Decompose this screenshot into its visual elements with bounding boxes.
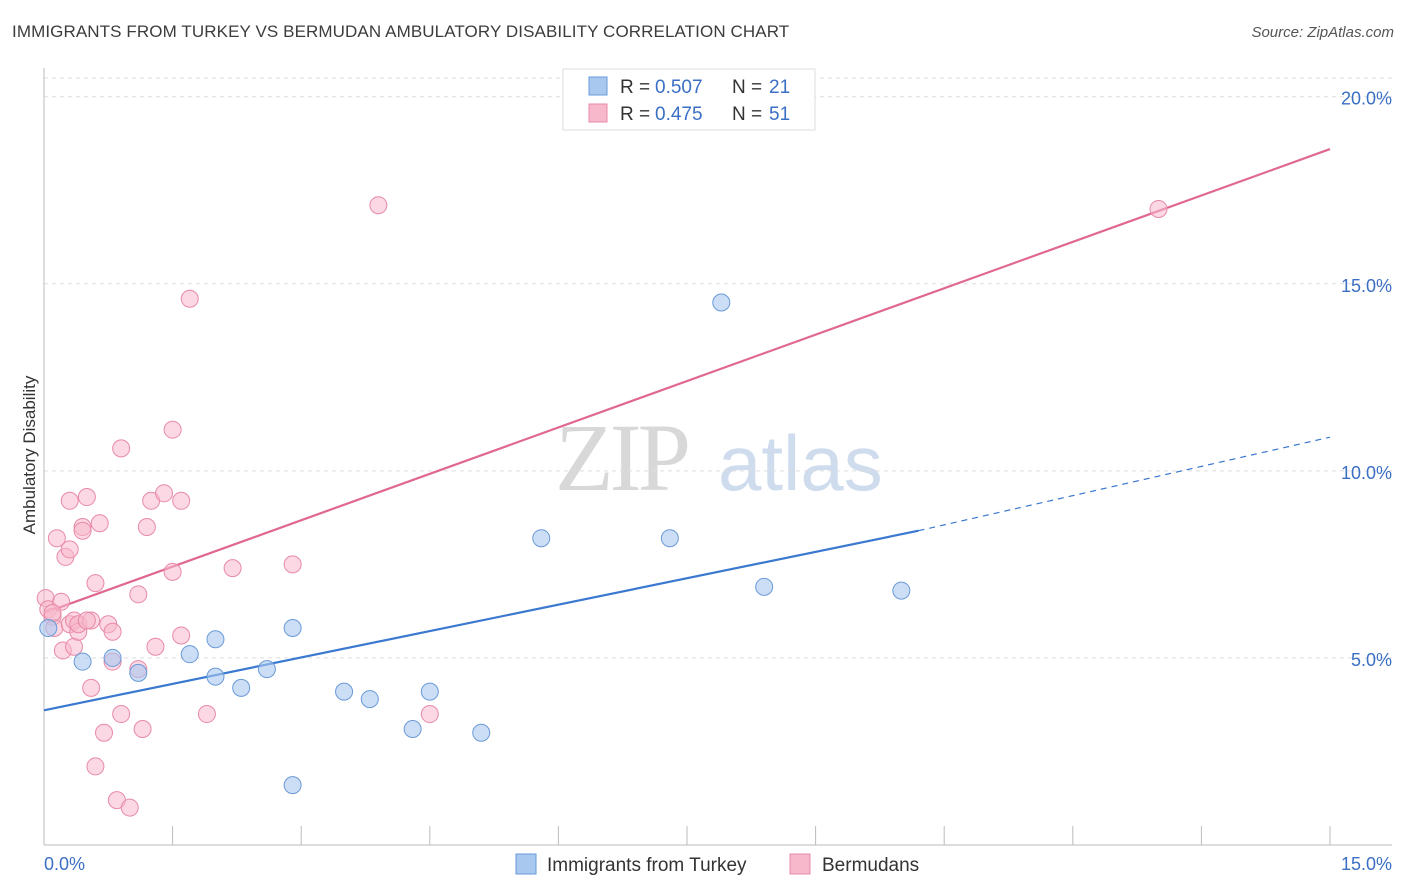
x-tick-label-right: 15.0%	[1341, 854, 1392, 874]
point-bermudans	[283, 555, 302, 574]
point-bermudans	[95, 723, 114, 742]
legend-n-label-1: N =	[732, 77, 762, 98]
trend-lines	[43, 148, 1331, 712]
legend-n-value-1: 21	[769, 77, 790, 98]
point-bermudans	[77, 488, 96, 507]
point-turkey	[532, 529, 551, 548]
y-tick-label: 20.0%	[1341, 89, 1392, 109]
point-turkey	[712, 293, 731, 312]
trend-line-turkey-extension	[918, 436, 1331, 532]
point-turkey	[39, 618, 58, 637]
bottom-legend-label-bermudans: Bermudans	[822, 855, 919, 876]
point-bermudans	[43, 604, 62, 623]
point-turkey	[180, 645, 199, 664]
point-turkey	[257, 660, 276, 679]
point-bermudans	[1149, 199, 1168, 218]
point-turkey	[472, 723, 491, 742]
bottom-legend-swatch-turkey	[515, 853, 537, 875]
point-turkey	[420, 682, 439, 701]
point-turkey	[206, 667, 225, 686]
point-bermudans	[163, 562, 182, 581]
point-turkey	[232, 678, 251, 697]
x-tick-label-left: 0.0%	[44, 854, 85, 874]
legend-swatch-turkey	[588, 76, 608, 96]
watermark-zip: ZIP	[555, 404, 688, 511]
point-bermudans	[77, 611, 96, 630]
y-tick-label: 15.0%	[1341, 276, 1392, 296]
point-bermudans	[137, 517, 156, 536]
point-bermudans	[65, 637, 84, 656]
legend-r-value-2: 0.475	[655, 104, 703, 125]
data-points	[36, 196, 1168, 817]
point-bermudans	[223, 559, 242, 578]
point-turkey	[660, 529, 679, 548]
legend-n-label-2: N =	[732, 104, 762, 125]
legend-r-label-1: R =	[620, 77, 650, 98]
point-bermudans	[47, 529, 66, 548]
point-bermudans	[86, 574, 105, 593]
point-bermudans	[129, 585, 148, 604]
point-bermudans	[73, 521, 92, 540]
watermark-atlas: atlas	[718, 419, 883, 507]
point-bermudans	[155, 484, 174, 503]
point-bermudans	[60, 491, 79, 510]
point-bermudans	[112, 705, 131, 724]
point-bermudans	[133, 720, 152, 739]
point-turkey	[206, 630, 225, 649]
legend-swatch-bermudans	[588, 103, 608, 123]
trend-line-bermudans	[43, 148, 1331, 615]
point-bermudans	[120, 798, 139, 817]
point-bermudans	[82, 678, 101, 697]
point-bermudans	[163, 420, 182, 439]
legend-r-value-1: 0.507	[655, 77, 703, 98]
axes	[43, 68, 1392, 846]
y-tick-labels: 5.0% 10.0% 15.0% 20.0%	[1341, 89, 1392, 670]
point-turkey	[335, 682, 354, 701]
point-bermudans	[103, 622, 122, 641]
point-bermudans	[90, 514, 109, 533]
point-turkey	[129, 663, 148, 682]
point-bermudans	[172, 491, 191, 510]
source-credit: Source: ZipAtlas.com	[1251, 24, 1394, 41]
y-tick-label: 10.0%	[1341, 463, 1392, 483]
point-turkey	[103, 648, 122, 667]
legend-r-label-2: R =	[620, 104, 650, 125]
point-turkey	[73, 652, 92, 671]
chart-title: IMMIGRANTS FROM TURKEY VS BERMUDAN AMBUL…	[12, 22, 790, 41]
bottom-legend-label-turkey: Immigrants from Turkey	[547, 855, 747, 876]
bottom-legend: Immigrants from Turkey Bermudans	[515, 853, 919, 876]
bottom-legend-swatch-bermudans	[789, 853, 811, 875]
point-turkey	[283, 618, 302, 637]
point-bermudans	[180, 289, 199, 308]
point-turkey	[755, 577, 774, 596]
point-turkey	[283, 776, 302, 795]
point-bermudans	[86, 757, 105, 776]
point-turkey	[892, 581, 911, 600]
point-bermudans	[112, 439, 131, 458]
top-legend: R = 0.507 N = 21 R = 0.475 N = 51	[562, 68, 816, 131]
point-bermudans	[197, 705, 216, 724]
trend-line-turkey	[43, 529, 919, 712]
y-tick-label: 5.0%	[1351, 650, 1392, 670]
point-bermudans	[369, 196, 388, 215]
point-turkey	[403, 720, 422, 739]
point-bermudans	[172, 626, 191, 645]
point-bermudans	[146, 637, 165, 656]
legend-n-value-2: 51	[769, 104, 790, 125]
point-turkey	[360, 690, 379, 709]
point-bermudans	[60, 540, 79, 559]
y-axis-label: Ambulatory Disability	[20, 375, 39, 534]
point-bermudans	[420, 705, 439, 724]
